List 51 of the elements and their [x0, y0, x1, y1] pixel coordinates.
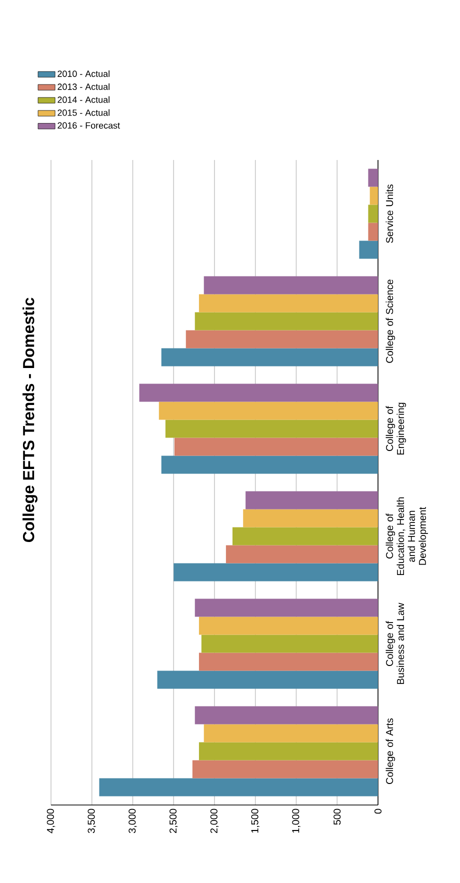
bar [204, 724, 378, 742]
legend-label: 2015 - Actual [58, 109, 110, 116]
x-tick-label: 4,000 [46, 808, 56, 834]
bar [161, 456, 378, 474]
bar [174, 563, 378, 582]
bar [359, 240, 378, 259]
bar [368, 204, 378, 223]
bar [186, 330, 378, 348]
x-tick-label: 2,500 [170, 808, 178, 833]
bar [192, 760, 378, 778]
x-tick-label: 2,000 [210, 808, 219, 833]
y-tick-label: College of Engineering [386, 402, 406, 455]
bar [161, 348, 378, 366]
x-tick-label: 3,500 [88, 808, 96, 834]
text: College EFTS Trends - Domestic [22, 298, 38, 542]
bar [226, 545, 378, 564]
bar [246, 491, 378, 510]
bar [165, 420, 378, 438]
y-tick-label: College of Science [386, 280, 396, 363]
bar [201, 634, 378, 653]
bar [198, 652, 378, 671]
bar [174, 438, 378, 456]
bar [243, 509, 378, 528]
legend-label: 2013 - Actual [58, 83, 110, 90]
legend-label: 2016 - Forecast [58, 122, 120, 129]
x-tick-label: 500 [334, 808, 341, 825]
bar [370, 186, 378, 205]
bar [198, 616, 378, 635]
bar [194, 706, 378, 724]
bar [139, 384, 378, 402]
x-tick-label: 0 [374, 808, 382, 814]
bar [198, 294, 378, 312]
bar [232, 527, 378, 546]
bar [194, 598, 378, 617]
y-tick-label: College of Education, Health and Human Development [386, 497, 428, 576]
bar [194, 312, 378, 330]
y-tick-label: College of Business and Law [386, 602, 404, 684]
x-tick-label: 1,500 [251, 808, 260, 833]
legend-label: 2014 - Actual [58, 96, 110, 103]
legend-label: 2010 - Actual [58, 70, 110, 77]
x-tick-label: 3,000 [128, 808, 137, 834]
bar [204, 276, 378, 294]
bar [368, 168, 378, 187]
bar [198, 742, 378, 760]
bar [368, 222, 378, 241]
y-tick-label: College of Arts [386, 718, 396, 784]
y-tick-label: Service Units [386, 184, 394, 243]
x-tick-label: 1,000 [292, 808, 300, 833]
bar [99, 778, 378, 796]
bar [158, 402, 378, 420]
bar [157, 670, 378, 689]
